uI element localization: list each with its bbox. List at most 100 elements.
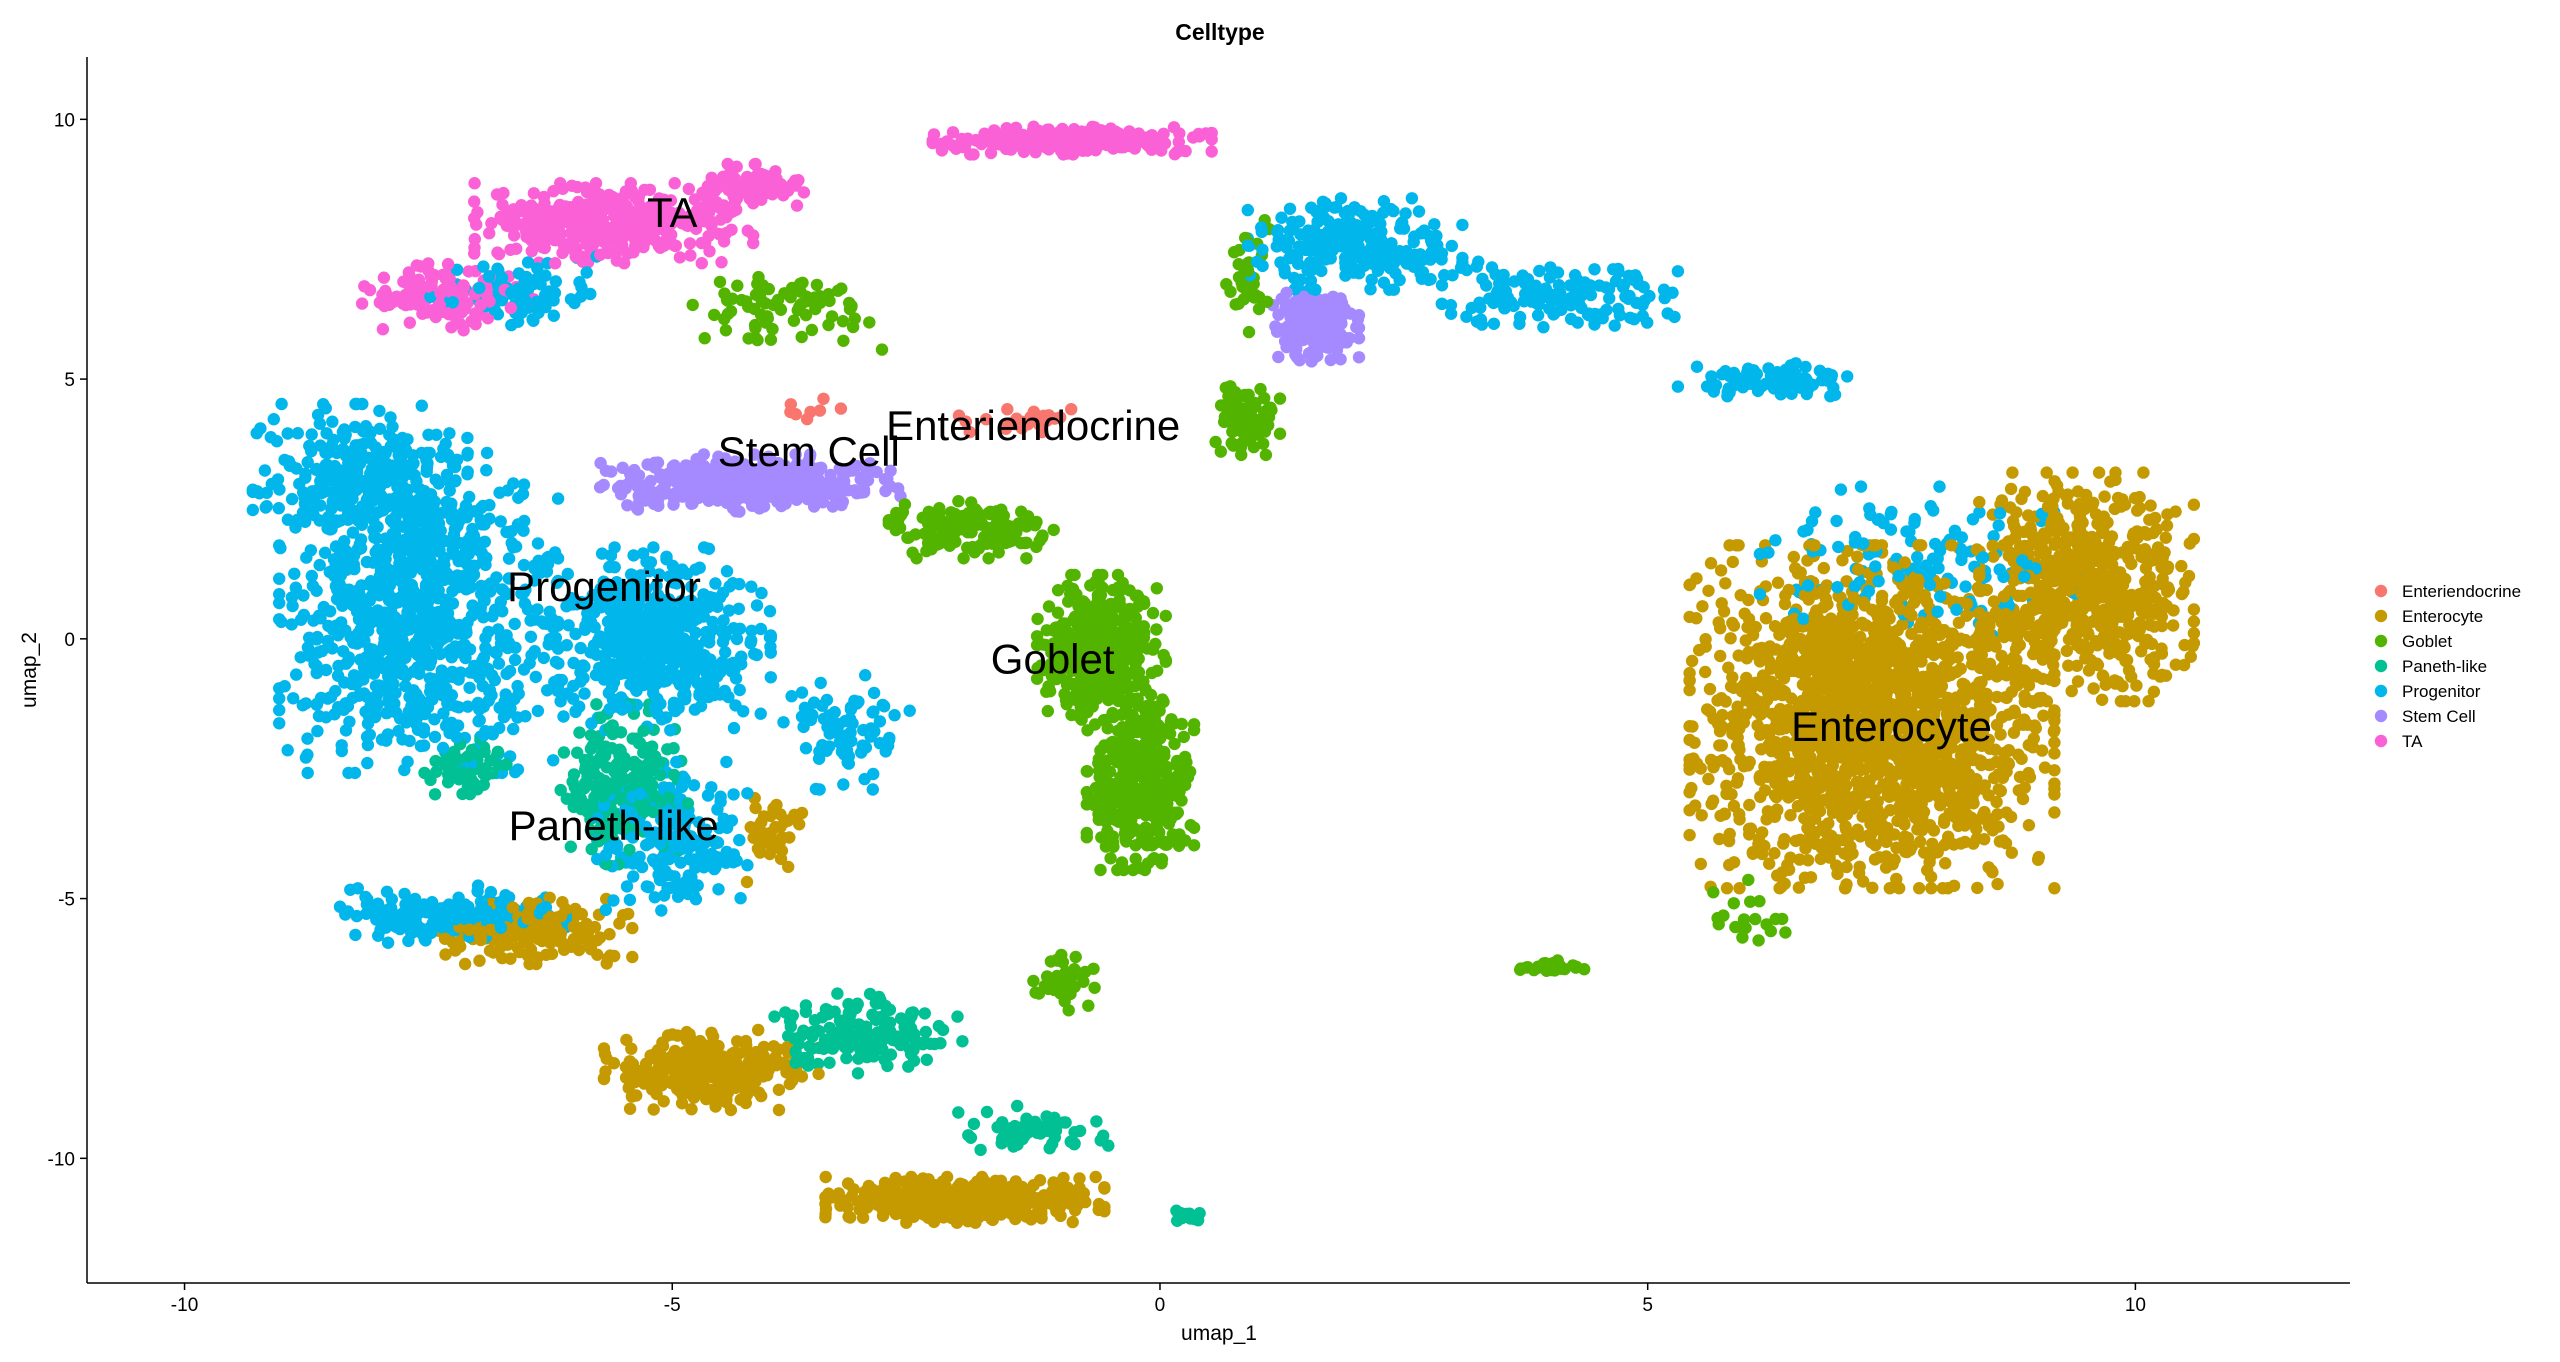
point-goblet (1149, 637, 1162, 651)
point-progenitor (1435, 279, 1449, 292)
point-enteriendocrine (1001, 403, 1014, 416)
point-progenitor (574, 641, 587, 655)
point-enterocyte (1759, 612, 1773, 625)
point-progenitor (777, 716, 790, 729)
point-paneth-like (590, 698, 603, 711)
point-ta (376, 323, 390, 336)
point-goblet (1159, 655, 1173, 668)
point-goblet (1129, 852, 1142, 865)
point-goblet (1062, 595, 1075, 608)
point-enterocyte (2137, 466, 2150, 479)
point-goblet (764, 333, 778, 346)
point-enterocyte (2048, 747, 2061, 760)
point-progenitor (301, 732, 314, 745)
point-enterocyte (774, 852, 788, 866)
point-progenitor (528, 574, 541, 587)
point-progenitor (627, 870, 640, 883)
point-progenitor (281, 427, 294, 440)
point-enterocyte (647, 1103, 660, 1116)
point-enterocyte (1683, 828, 1696, 842)
point-enterocyte (1694, 857, 1708, 871)
point-enterocyte (2161, 508, 2174, 521)
point-paneth-like (956, 1035, 969, 1048)
point-progenitor (348, 766, 362, 780)
point-progenitor (349, 928, 362, 942)
point-progenitor (287, 692, 300, 705)
point-progenitor (569, 627, 582, 641)
point-goblet (713, 275, 727, 289)
point-enterocyte (2074, 540, 2087, 553)
point-progenitor (1948, 524, 1962, 537)
point-goblet (1214, 445, 1228, 458)
point-enterocyte (1726, 671, 1739, 684)
point-progenitor (763, 631, 777, 644)
point-stem-cell (621, 499, 634, 512)
point-progenitor (313, 417, 326, 430)
point-progenitor (541, 684, 554, 697)
point-enterocyte (1714, 564, 1728, 577)
point-ta (496, 198, 509, 211)
point-enterocyte (2092, 466, 2106, 479)
point-progenitor (297, 589, 310, 602)
point-progenitor (461, 431, 474, 445)
point-progenitor (1671, 265, 1685, 278)
point-enteriendocrine (813, 404, 827, 417)
point-enterocyte (2015, 752, 2028, 765)
point-enterocyte (1699, 665, 1712, 679)
point-progenitor (814, 676, 827, 690)
point-progenitor (741, 787, 754, 800)
point-ta (790, 199, 804, 212)
point-progenitor (1872, 575, 1885, 588)
point-progenitor (294, 651, 307, 664)
point-stem-cell (870, 465, 883, 479)
point-progenitor (1241, 203, 1255, 217)
point-goblet (1069, 950, 1082, 964)
point-goblet (1744, 895, 1757, 908)
point-enteriendocrine (817, 392, 830, 405)
point-ta (468, 177, 481, 190)
point-paneth-like (811, 1057, 825, 1071)
point-progenitor (748, 647, 761, 661)
point-goblet (1027, 974, 1040, 988)
point-stem-cell (748, 448, 761, 461)
point-progenitor (326, 415, 339, 428)
point-enterocyte (2071, 675, 2085, 688)
point-stem-cell (1324, 353, 1337, 367)
point-goblet (906, 546, 919, 559)
point-progenitor (697, 541, 711, 554)
point-progenitor (300, 551, 313, 564)
point-progenitor (531, 704, 545, 718)
point-progenitor (473, 714, 486, 727)
point-goblet (1220, 278, 1233, 291)
point-progenitor (480, 464, 493, 477)
point-ta (377, 271, 391, 284)
point-ta (468, 241, 481, 254)
point-paneth-like (573, 726, 586, 739)
point-enterocyte (2066, 466, 2079, 479)
point-progenitor (1854, 480, 1868, 493)
point-paneth-like (667, 768, 681, 782)
point-goblet (1752, 934, 1765, 947)
point-progenitor (866, 783, 879, 796)
point-enterocyte (1939, 857, 1952, 870)
point-goblet (875, 343, 889, 356)
point-progenitor (1283, 202, 1297, 215)
point-progenitor (285, 492, 299, 506)
point-progenitor (301, 766, 314, 780)
point-progenitor (1911, 550, 1924, 564)
point-enterocyte (1971, 881, 1984, 895)
point-enterocyte (1731, 772, 1745, 785)
point-progenitor (1456, 218, 1469, 232)
point-progenitor (623, 893, 637, 907)
point-enterocyte (1732, 649, 1745, 662)
point-enterocyte (2098, 490, 2111, 503)
point-enterocyte (2062, 659, 2075, 672)
point-progenitor (552, 673, 565, 687)
point-enterocyte (2048, 806, 2061, 819)
point-ta (549, 257, 562, 270)
point-enterocyte (795, 806, 809, 820)
point-enterocyte (1775, 880, 1788, 893)
point-enterocyte (2038, 761, 2052, 774)
point-progenitor (1533, 264, 1546, 278)
